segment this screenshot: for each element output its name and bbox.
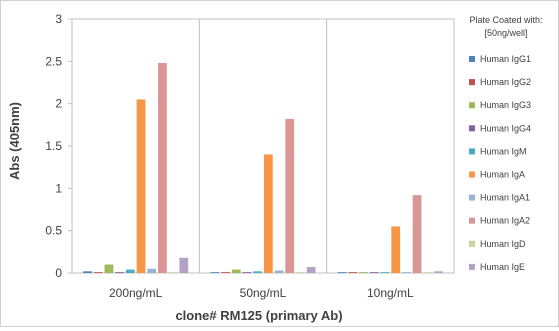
legend: Plate Coated with: [50ng/well] Human IgG…	[469, 15, 543, 272]
bar-human-iga2-2	[412, 195, 422, 273]
bar-human-igg3-2	[359, 272, 368, 273]
legend-label: Human IgD	[480, 239, 526, 249]
legend-swatch	[469, 102, 475, 109]
x-axis-title: clone# RM125 (primary Ab)	[175, 308, 342, 323]
bar-human-ige-1	[306, 267, 316, 273]
y-tick-label: 2	[55, 97, 62, 111]
legend-label: Human IgE	[480, 262, 525, 272]
legend-label: Human IgG1	[480, 54, 531, 64]
y-axis-ticks: 0 0.5 1 1.5 2 2.5 3	[45, 12, 72, 280]
legend-label: Human IgG3	[480, 100, 531, 110]
bar-human-igg4-1	[242, 272, 252, 273]
bar-human-igg3-1	[231, 269, 241, 273]
y-tick-label: 0.5	[45, 224, 62, 238]
bar-human-iga1-0	[147, 268, 157, 273]
bar-human-igm-0	[125, 269, 135, 273]
y-tick-label: 3	[55, 12, 62, 26]
legend-label: Human IgM	[480, 146, 527, 156]
bar-human-igg1-1	[210, 272, 220, 273]
y-axis-title: Abs (405nm)	[7, 102, 22, 180]
x-category-label: 50ng/mL	[240, 286, 287, 300]
bar-human-igg2-2	[348, 272, 358, 273]
legend-title: Plate Coated with:	[469, 15, 542, 25]
legend-items: Human IgG1 Human IgG2 Human IgG3 Human IgG4…	[469, 54, 531, 272]
legend-label: Human IgA2	[480, 216, 530, 226]
x-category-label: 200ng/mL	[109, 286, 163, 300]
legend-swatch	[469, 125, 475, 132]
legend-swatch	[469, 194, 475, 201]
y-tick-label: 0	[55, 266, 62, 280]
legend-swatch	[469, 171, 475, 178]
legend-label: Human IgA	[480, 170, 525, 180]
bar-human-ige-2	[434, 271, 443, 273]
bar-human-igg4-0	[115, 272, 125, 273]
legend-label: Human IgG4	[480, 123, 531, 133]
bar-human-igg1-0	[83, 271, 92, 273]
legend-swatch	[469, 240, 475, 247]
plot-area	[71, 18, 455, 274]
bar-human-igg4-2	[369, 272, 379, 273]
bar-human-igg2-0	[93, 272, 103, 273]
y-tick-label: 1.5	[45, 139, 62, 153]
bar-human-igm-2	[380, 272, 390, 273]
bar-human-igd-0	[168, 272, 178, 273]
legend-swatch	[469, 79, 475, 86]
bar-human-igd-1	[296, 272, 305, 273]
x-category-label: 10ng/mL	[367, 286, 414, 300]
x-axis-categories: 200ng/mL 50ng/mL 10ng/mL	[109, 286, 414, 300]
bar-human-iga1-1	[274, 270, 284, 273]
bar-human-igm-1	[253, 271, 263, 273]
bar-chart: 0 0.5 1 1.5 2 2.5 3 200ng/mL 50ng/mL 10ng/mL Abs…	[7, 12, 543, 323]
legend-subtitle: [50ng/well]	[484, 28, 527, 38]
legend-swatch	[469, 148, 475, 155]
legend-label: Human IgA1	[480, 193, 530, 203]
bar-human-iga-1	[263, 154, 273, 273]
legend-label: Human IgG2	[480, 77, 531, 87]
bar-human-igd-2	[423, 272, 433, 273]
bar-human-iga-2	[391, 226, 401, 273]
bar-human-igg3-0	[104, 264, 114, 273]
bar-human-iga2-0	[158, 63, 167, 273]
legend-swatch	[469, 56, 475, 62]
legend-swatch	[469, 263, 475, 270]
y-tick-label: 1	[55, 181, 62, 195]
bar-human-igg1-2	[337, 272, 347, 273]
bar-human-iga2-1	[285, 118, 295, 273]
bar-human-iga-0	[136, 99, 146, 274]
bar-human-igg2-1	[221, 272, 230, 273]
y-tick-label: 2.5	[45, 54, 62, 68]
bar-human-iga1-2	[401, 272, 411, 273]
legend-swatch	[469, 217, 475, 224]
bar-human-ige-0	[179, 257, 189, 273]
